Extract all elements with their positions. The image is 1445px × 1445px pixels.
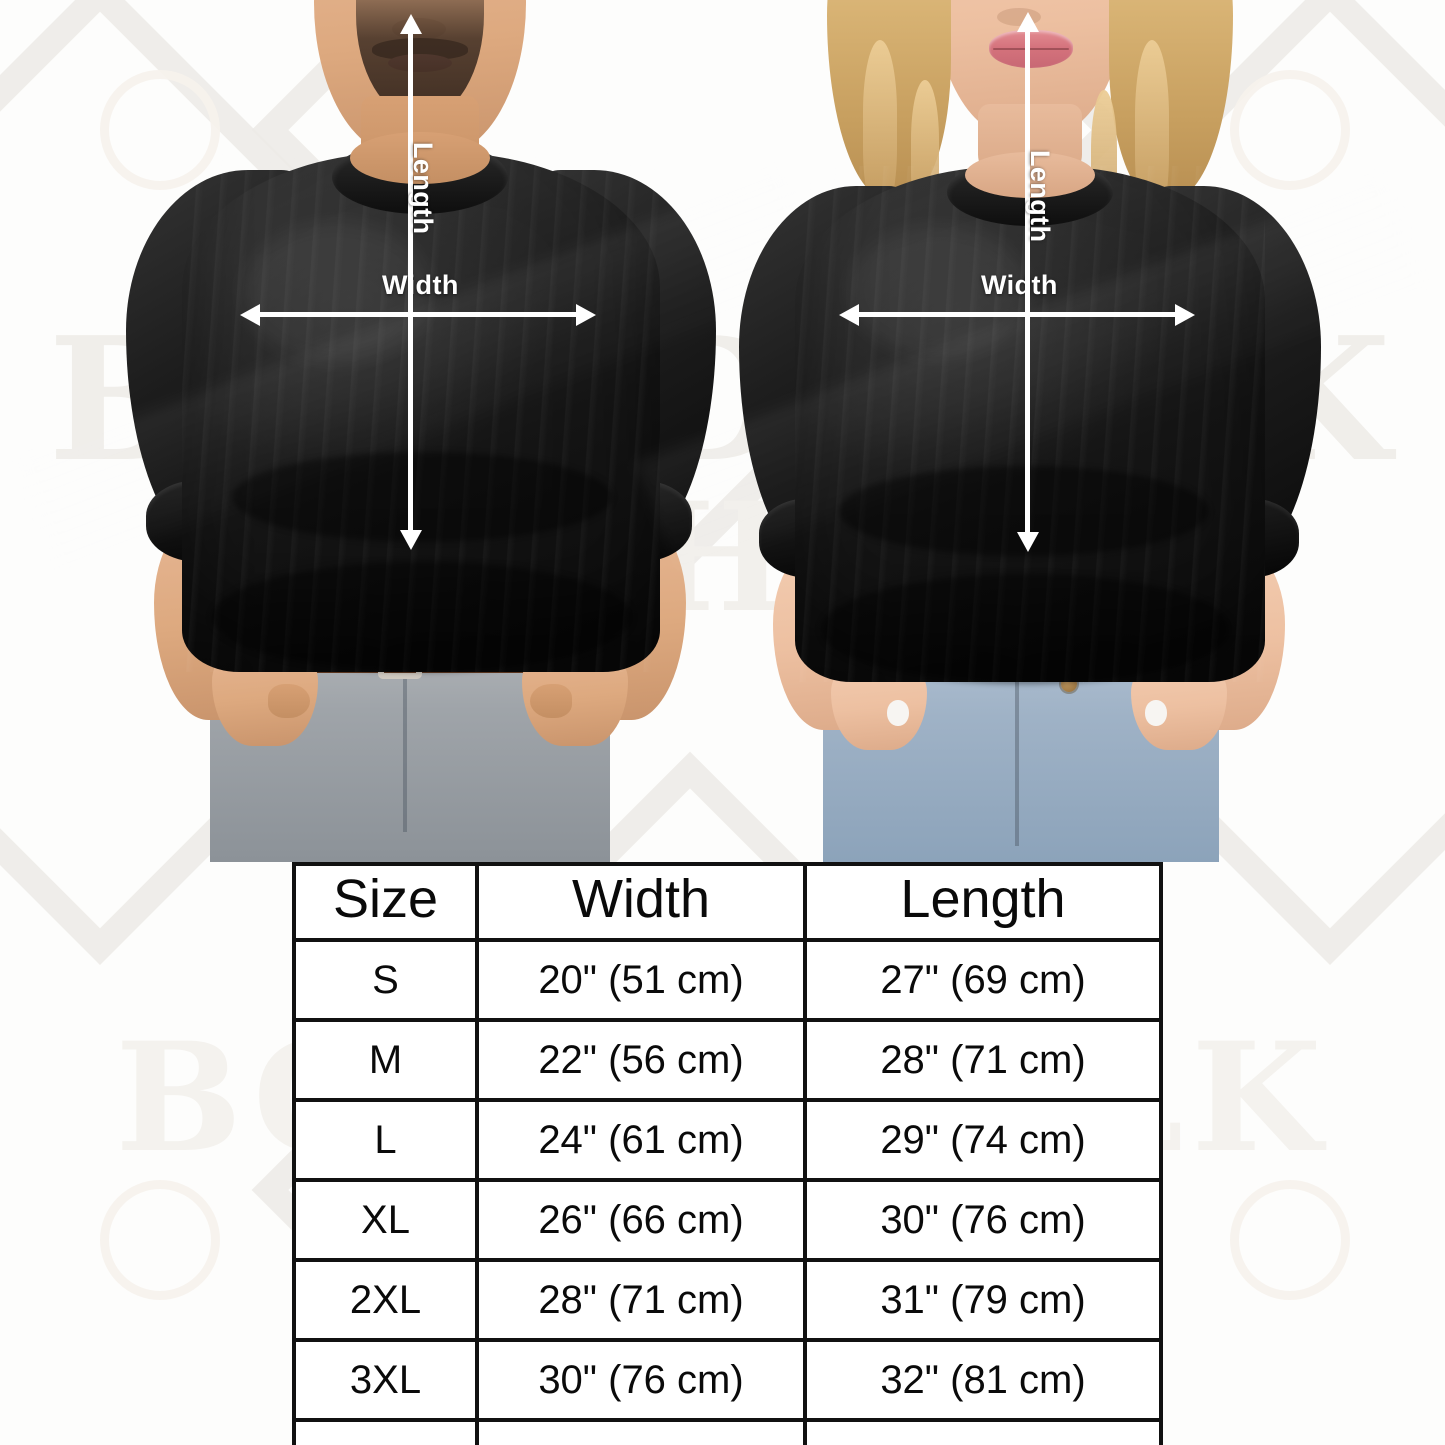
length-arrow-line <box>408 32 413 534</box>
fabric-fold <box>232 452 612 542</box>
male-jeans-fly-seam <box>403 652 407 832</box>
table-row: L 24" (61 cm) 29" (74 cm) <box>292 1098 1163 1182</box>
column-header-length: Length <box>803 862 1163 942</box>
models-row: Width Length <box>20 0 1425 862</box>
width-arrowhead-left <box>240 304 260 326</box>
cell-length: 29" (74 cm) <box>803 1098 1163 1182</box>
cell-size: S <box>292 938 479 1022</box>
length-arrowhead-bottom <box>1017 532 1039 552</box>
male-collar-opening <box>350 132 490 184</box>
cell-length: 30" (76 cm) <box>803 1178 1163 1262</box>
watermark-ring <box>1230 1180 1350 1300</box>
cell-width: 28" (71 cm) <box>475 1258 807 1342</box>
table-row: XL 26" (66 cm) 30" (76 cm) <box>292 1178 1163 1262</box>
female-jeans-fly-seam <box>1015 666 1019 846</box>
cell-width <box>475 1418 807 1445</box>
cell-length: 28" (71 cm) <box>803 1018 1163 1102</box>
width-arrow-line <box>857 312 1177 317</box>
fabric-highlight <box>242 222 432 362</box>
fabric-fold <box>212 562 632 672</box>
cell-size: L <box>292 1098 479 1182</box>
width-label: Width <box>981 270 1058 300</box>
cell-size: 2XL <box>292 1258 479 1342</box>
table-row: 3XL 30" (76 cm) 32" (81 cm) <box>292 1338 1163 1422</box>
table-row: S 20" (51 cm) 27" (69 cm) <box>292 938 1163 1022</box>
male-right-thumb <box>530 684 572 718</box>
cell-length: 31" (79 cm) <box>803 1258 1163 1342</box>
female-sweatshirt-body <box>635 166 1425 684</box>
cell-width: 26" (66 cm) <box>475 1178 807 1262</box>
female-collar-opening <box>965 152 1095 198</box>
female-left-nail <box>887 700 909 726</box>
female-model: Width Length <box>635 0 1425 862</box>
cell-size: XL <box>292 1178 479 1262</box>
table-row: 2XL 28" (71 cm) 31" (79 cm) <box>292 1258 1163 1342</box>
column-header-size: Size <box>292 862 479 942</box>
male-model: Width Length <box>20 0 822 862</box>
length-label: Length <box>1025 150 1055 243</box>
length-arrowhead-bottom <box>400 530 422 550</box>
cell-length: 27" (69 cm) <box>803 938 1163 1022</box>
fabric-highlight <box>849 226 1029 356</box>
watermark-ring <box>1230 70 1350 190</box>
cell-width: 30" (76 cm) <box>475 1338 807 1422</box>
fabric-fold <box>821 574 1231 684</box>
cell-width: 24" (61 cm) <box>475 1098 807 1182</box>
female-right-nail <box>1145 700 1167 726</box>
cell-length: 32" (81 cm) <box>803 1338 1163 1422</box>
width-arrowhead-right <box>576 304 596 326</box>
length-arrowhead-top <box>1017 12 1039 32</box>
watermark-ring <box>100 1180 220 1300</box>
table-row: M 22" (56 cm) 28" (71 cm) <box>292 1018 1163 1102</box>
length-arrow-line <box>1025 30 1030 536</box>
female-hair-right <box>1109 0 1233 200</box>
cell-size: M <box>292 1018 479 1102</box>
length-label: Length <box>408 142 438 235</box>
width-arrowhead-right <box>1175 304 1195 326</box>
length-arrowhead-top <box>400 14 422 34</box>
cell-size <box>292 1418 479 1445</box>
table-header-row: Size Width Length <box>292 862 1163 942</box>
width-label: Width <box>382 270 459 300</box>
watermark-ring <box>100 70 220 190</box>
cell-size: 3XL <box>292 1338 479 1422</box>
male-left-thumb <box>268 684 310 718</box>
cell-width: 20" (51 cm) <box>475 938 807 1022</box>
female-lip-split <box>993 48 1069 50</box>
width-arrow-line <box>258 312 578 317</box>
cell-length <box>803 1418 1163 1445</box>
width-arrowhead-left <box>839 304 859 326</box>
column-header-width: Width <box>475 862 807 942</box>
size-chart-table: Size Width Length S 20" (51 cm) 27" (69 … <box>292 862 1163 1445</box>
cell-width: 22" (56 cm) <box>475 1018 807 1102</box>
table-row-partial <box>292 1418 1163 1445</box>
